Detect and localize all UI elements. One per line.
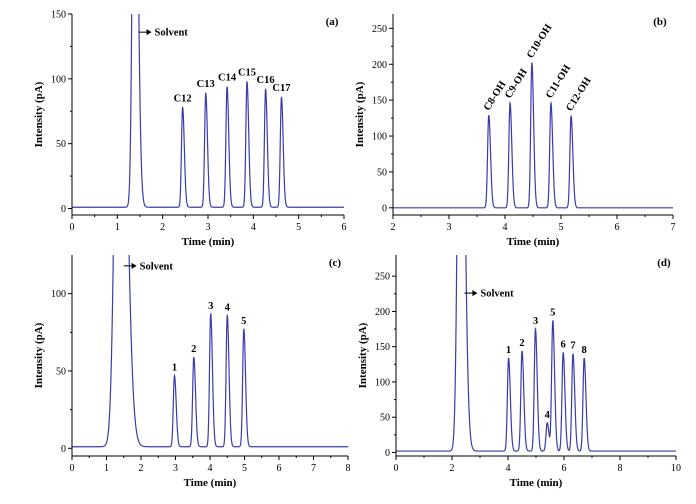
chromatogram-trace (72, 255, 348, 448)
solvent-label: Solvent (480, 289, 514, 300)
y-tick-label: 100 (51, 74, 66, 85)
y-tick-label: 200 (372, 60, 387, 71)
solvent-arrow-head (472, 290, 478, 297)
peak-label: C14 (218, 73, 237, 84)
x-tick-label: 6 (615, 222, 620, 233)
x-tick-label: 3 (447, 222, 452, 233)
y-tick-label: 0 (385, 448, 390, 459)
peak-label: C9-OH (503, 67, 530, 101)
peak-label: 2 (191, 344, 196, 355)
x-tick-label: 8 (346, 463, 351, 474)
peak-label: C12 (174, 93, 192, 104)
x-tick-label: 6 (562, 463, 567, 474)
x-axis-label: Time (min) (184, 477, 237, 489)
y-tick-label: 250 (372, 24, 387, 35)
y-tick-label: 50 (380, 413, 390, 424)
x-tick-label: 2 (160, 222, 165, 233)
x-tick-label: 0 (70, 463, 75, 474)
peak-label: 4 (225, 302, 231, 313)
peak-label: 5 (550, 308, 555, 319)
panel-label: (a) (326, 16, 339, 28)
x-tick-label: 7 (311, 463, 316, 474)
solvent-label: Solvent (155, 28, 189, 39)
chart-panel-1: 0 1 2 3 4 5 6 0 50 100 150 Time (min) Intensity (pA)… (33, 10, 347, 249)
x-tick-label: 0 (70, 222, 75, 233)
chromatogram-trace (396, 255, 676, 452)
x-tick-label: 1 (115, 222, 120, 233)
y-tick-label: 150 (372, 96, 387, 107)
y-tick-label: 100 (372, 132, 387, 143)
y-tick-label: 50 (377, 167, 387, 178)
x-tick-label: 3 (206, 222, 211, 233)
y-tick-label: 0 (61, 444, 66, 455)
x-axis-label: Time (min) (507, 236, 560, 248)
solvent-arrow-head (131, 262, 137, 269)
peak-label: C12-OH (564, 76, 593, 114)
solvent-label: Solvent (140, 261, 174, 272)
y-axis-label: Intensity (pA) (357, 322, 369, 388)
peak-label: 4 (545, 410, 551, 421)
x-tick-label: 2 (450, 463, 455, 474)
x-axis-label: Time (min) (182, 236, 235, 248)
peak-label: C13 (197, 79, 215, 90)
y-tick-label: 100 (51, 289, 66, 300)
x-tick-label: 8 (618, 463, 623, 474)
peak-label: C10-OH (525, 22, 554, 60)
x-tick-label: 5 (296, 222, 301, 233)
chromatogram-trace (393, 62, 673, 209)
x-tick-label: 6 (342, 222, 347, 233)
x-tick-label: 5 (559, 222, 564, 233)
y-tick-label: 200 (375, 307, 390, 318)
x-axis-label: Time (min) (510, 477, 563, 489)
peak-label: C16 (257, 75, 275, 86)
x-tick-label: 4 (208, 463, 213, 474)
x-tick-label: 4 (251, 222, 256, 233)
peak-label: 7 (570, 341, 575, 352)
peak-label: 1 (172, 363, 177, 374)
x-tick-label: 2 (391, 222, 396, 233)
x-tick-label: 4 (503, 222, 508, 233)
x-tick-label: 4 (506, 463, 511, 474)
x-tick-label: 6 (277, 463, 282, 474)
peak-label: C11-OH (544, 63, 573, 100)
chart-panel-2: 2 3 4 5 6 7 0 50 100 150 200 250 Time (min) Intensity… (354, 14, 676, 248)
peak-label: 3 (533, 316, 538, 327)
chromatogram-trace (72, 14, 344, 208)
panel-label: (c) (329, 257, 342, 269)
y-tick-label: 0 (61, 204, 66, 215)
peak-label: 3 (208, 301, 213, 312)
peak-label: 5 (241, 316, 246, 327)
peak-label: C17 (272, 83, 290, 94)
x-tick-label: 3 (173, 463, 178, 474)
y-tick-label: 100 (375, 377, 390, 388)
y-tick-label: 150 (51, 10, 66, 21)
x-tick-label: 7 (671, 222, 676, 233)
y-tick-label: 250 (375, 272, 390, 283)
y-tick-label: 50 (56, 366, 66, 377)
x-tick-label: 0 (394, 463, 399, 474)
peak-label: 1 (506, 345, 511, 356)
peak-label: C15 (238, 67, 256, 78)
panel-label: (b) (653, 16, 667, 28)
peak-label: 8 (582, 345, 587, 356)
x-tick-label: 5 (242, 463, 247, 474)
peak-label: 6 (561, 339, 566, 350)
x-tick-label: 10 (671, 463, 681, 474)
y-axis-label: Intensity (pA) (33, 322, 45, 388)
y-axis-label: Intensity (pA) (354, 81, 366, 147)
x-tick-label: 1 (104, 463, 109, 474)
x-tick-label: 2 (139, 463, 144, 474)
panel-label: (d) (657, 257, 671, 269)
peak-label: 2 (519, 338, 524, 349)
y-axis-label: Intensity (pA) (33, 81, 45, 147)
y-tick-label: 0 (382, 203, 387, 214)
y-tick-label: 50 (56, 139, 66, 150)
solvent-arrow-head (146, 29, 152, 36)
y-tick-label: 150 (375, 342, 390, 353)
